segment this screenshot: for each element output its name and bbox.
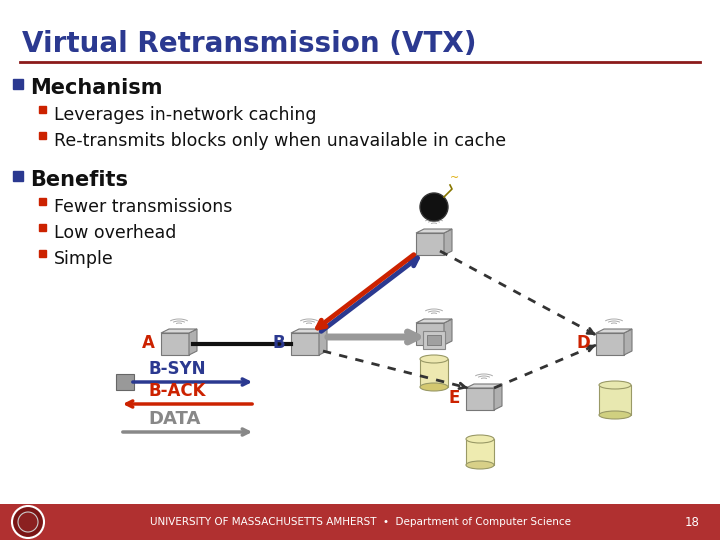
Ellipse shape	[599, 411, 631, 419]
Text: Leverages in-network caching: Leverages in-network caching	[54, 106, 317, 124]
Circle shape	[12, 506, 44, 538]
Bar	[116, 374, 134, 390]
Text: E: E	[449, 389, 460, 407]
Polygon shape	[161, 329, 197, 333]
Text: Low overhead: Low overhead	[54, 224, 176, 242]
Polygon shape	[596, 329, 632, 333]
Ellipse shape	[420, 355, 448, 363]
Text: A: A	[142, 334, 155, 352]
Polygon shape	[466, 384, 502, 388]
Polygon shape	[291, 333, 319, 355]
Bar	[427, 335, 441, 345]
Polygon shape	[416, 319, 452, 323]
Circle shape	[420, 193, 448, 221]
Bar	[38, 198, 45, 205]
Text: B-ACK: B-ACK	[148, 382, 205, 400]
Text: Re-transmits blocks only when unavailable in cache: Re-transmits blocks only when unavailabl…	[54, 132, 506, 150]
Bar	[466, 439, 494, 465]
Polygon shape	[416, 229, 452, 233]
Ellipse shape	[599, 381, 631, 389]
Bar	[0, 504, 720, 540]
Polygon shape	[494, 384, 502, 410]
Text: Mechanism: Mechanism	[30, 78, 163, 98]
Text: Simple: Simple	[54, 250, 114, 268]
Polygon shape	[416, 233, 444, 255]
Polygon shape	[444, 319, 452, 345]
Text: ~: ~	[450, 173, 459, 183]
Bar	[420, 359, 448, 387]
Ellipse shape	[466, 461, 494, 469]
Text: B-SYN: B-SYN	[148, 360, 205, 378]
Polygon shape	[466, 388, 494, 410]
Text: 18: 18	[685, 516, 700, 529]
Polygon shape	[624, 329, 632, 355]
Circle shape	[18, 512, 38, 532]
Text: Fewer transmissions: Fewer transmissions	[54, 198, 233, 216]
Polygon shape	[416, 323, 444, 345]
Text: Virtual Retransmission (VTX): Virtual Retransmission (VTX)	[22, 30, 477, 58]
Text: DATA: DATA	[149, 410, 201, 428]
Polygon shape	[319, 329, 327, 355]
Ellipse shape	[466, 435, 494, 443]
Polygon shape	[444, 229, 452, 255]
Bar	[599, 385, 631, 415]
Polygon shape	[161, 333, 189, 355]
Bar	[423, 331, 445, 349]
Bar	[13, 171, 23, 181]
Text: D: D	[576, 334, 590, 352]
Bar	[13, 79, 23, 89]
Text: B: B	[272, 334, 285, 352]
Bar	[38, 224, 45, 231]
Polygon shape	[291, 329, 327, 333]
Ellipse shape	[420, 383, 448, 391]
Polygon shape	[189, 329, 197, 355]
Text: UNIVERSITY OF MASSACHUSETTS AMHERST  •  Department of Computer Science: UNIVERSITY OF MASSACHUSETTS AMHERST • De…	[150, 517, 570, 527]
Bar	[38, 132, 45, 138]
Text: Benefits: Benefits	[30, 170, 128, 190]
Bar	[38, 105, 45, 112]
Polygon shape	[596, 333, 624, 355]
Bar	[38, 249, 45, 256]
